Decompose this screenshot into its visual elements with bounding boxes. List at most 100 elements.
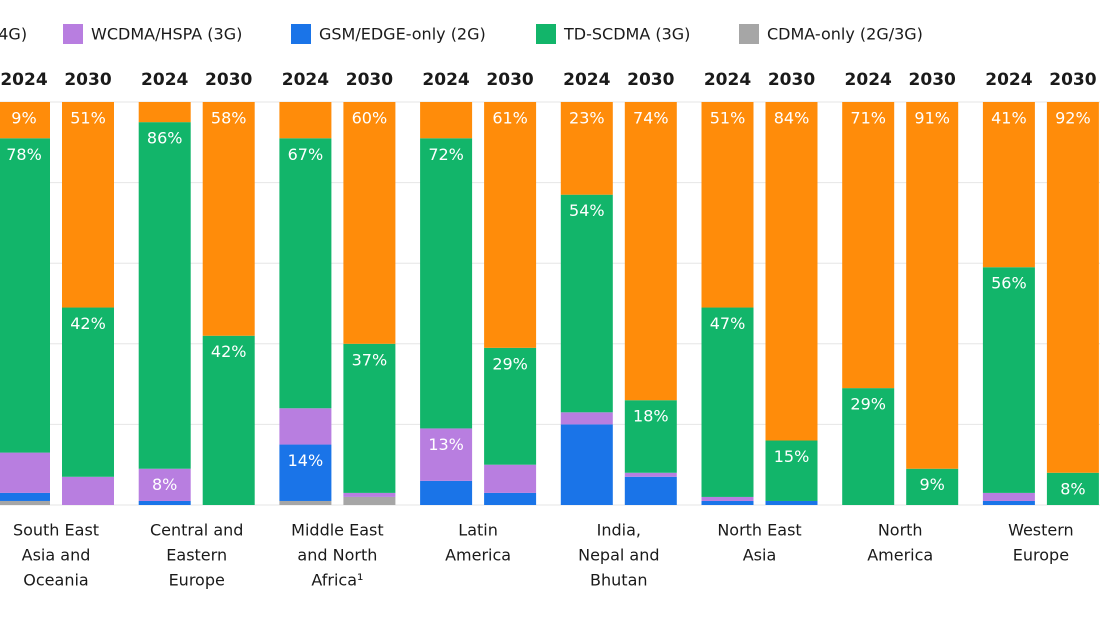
- legend-swatch: [536, 24, 556, 44]
- bar-segment: [765, 500, 818, 505]
- data-label: 15%: [774, 447, 810, 466]
- group-label: America: [867, 546, 933, 565]
- x-tick-label: 2024: [0, 70, 47, 90]
- bar-segment: [982, 500, 1035, 505]
- bar-segment: [138, 500, 191, 505]
- x-tick-label: 2024: [141, 70, 188, 90]
- bar-segment: [343, 492, 396, 497]
- bar-segment: [0, 452, 50, 493]
- data-label: 74%: [633, 109, 669, 128]
- group-label: Middle East: [291, 521, 383, 540]
- data-label: 67%: [288, 145, 324, 164]
- data-label: 60%: [352, 109, 388, 128]
- x-tick-label: 2030: [346, 70, 393, 90]
- bar-segment: [279, 102, 332, 139]
- group-label: North: [878, 521, 923, 540]
- bar-segment: [560, 102, 613, 195]
- x-tick-label: 2030: [205, 70, 252, 90]
- bar-segment: [420, 480, 473, 505]
- data-label: 37%: [352, 350, 388, 369]
- bar-segment: [343, 496, 396, 505]
- bar-segment: [701, 307, 754, 497]
- bar-segment: [982, 267, 1035, 493]
- data-label: 84%: [774, 109, 810, 128]
- data-label: 58%: [211, 109, 247, 128]
- bar-segment: [62, 307, 114, 477]
- data-label: 41%: [991, 109, 1027, 128]
- data-label: 91%: [914, 109, 950, 128]
- bar-segment: [279, 500, 332, 505]
- data-label: 9%: [11, 109, 36, 128]
- group-label: Bhutan: [590, 571, 647, 590]
- bar-segment: [202, 102, 255, 336]
- legend-swatch: [63, 24, 83, 44]
- bar-segment: [1046, 472, 1099, 505]
- bar-segment: [202, 335, 255, 505]
- bar-segment: [279, 408, 332, 445]
- x-tick-label: 2030: [64, 70, 111, 90]
- x-tick-label: 2030: [627, 70, 674, 90]
- data-label: 18%: [633, 407, 669, 426]
- data-label: 51%: [70, 109, 106, 128]
- bar-segment: [484, 102, 537, 348]
- group-label: India,: [597, 521, 641, 540]
- x-tick-label: 2030: [486, 70, 533, 90]
- bar-segment: [701, 496, 754, 501]
- bar-segment: [560, 412, 613, 425]
- bar-segment: [279, 444, 332, 501]
- bar-segment: [420, 102, 473, 139]
- bar-segment: [484, 492, 537, 505]
- bar-segment: [982, 102, 1035, 268]
- bar-segment: [0, 492, 50, 501]
- bar-segment: [0, 500, 50, 505]
- bar-segment: [624, 400, 677, 473]
- legend-label: GSM/EDGE-only (2G): [319, 25, 486, 44]
- bar-segment: [62, 476, 114, 505]
- group-label: Nepal and: [578, 546, 659, 565]
- data-label: 61%: [492, 109, 528, 128]
- bar-segment: [420, 138, 473, 429]
- bar-segment: [138, 122, 191, 469]
- bar-segment: [484, 464, 537, 493]
- bar-segment: [484, 347, 537, 465]
- bar-segment: [420, 428, 473, 481]
- x-tick-label: 2024: [563, 70, 610, 90]
- data-label: 29%: [850, 395, 886, 414]
- legend-swatch: [291, 24, 311, 44]
- group-label: Latin: [458, 521, 498, 540]
- bar-segment: [1046, 102, 1099, 473]
- group-label: Asia: [743, 546, 777, 565]
- data-label: 8%: [152, 475, 177, 494]
- bar-segment: [906, 468, 959, 505]
- group-label: Europe: [169, 571, 225, 590]
- bar-segment: [982, 492, 1035, 501]
- data-label: 92%: [1055, 109, 1091, 128]
- bar-segment: [138, 102, 191, 123]
- data-label: 71%: [850, 109, 886, 128]
- group-label: South East: [13, 521, 99, 540]
- group-label: Western: [1008, 521, 1074, 540]
- bar-segment: [62, 102, 114, 308]
- bar-segment: [138, 468, 191, 501]
- x-tick-label: 2030: [909, 70, 956, 90]
- bar-segment: [343, 343, 396, 493]
- data-label: 47%: [710, 314, 746, 333]
- data-label: 56%: [991, 274, 1027, 293]
- bar-segment: [560, 194, 613, 413]
- x-tick-label: 2024: [845, 70, 892, 90]
- group-label: Central and: [150, 521, 243, 540]
- x-tick-label: 2024: [704, 70, 751, 90]
- group-label: Asia and: [22, 546, 91, 565]
- bar-segment: [343, 102, 396, 344]
- data-label: 13%: [428, 435, 464, 454]
- bar-segment: [0, 102, 50, 139]
- group-label: Eastern: [166, 546, 227, 565]
- group-label: Europe: [1013, 546, 1069, 565]
- x-tick-label: 2024: [985, 70, 1032, 90]
- legend-label: TD-SCDMA (3G): [563, 25, 690, 44]
- group-label: North East: [717, 521, 801, 540]
- x-tick-label: 2024: [422, 70, 469, 90]
- data-label: 51%: [710, 109, 746, 128]
- data-label: 23%: [569, 109, 605, 128]
